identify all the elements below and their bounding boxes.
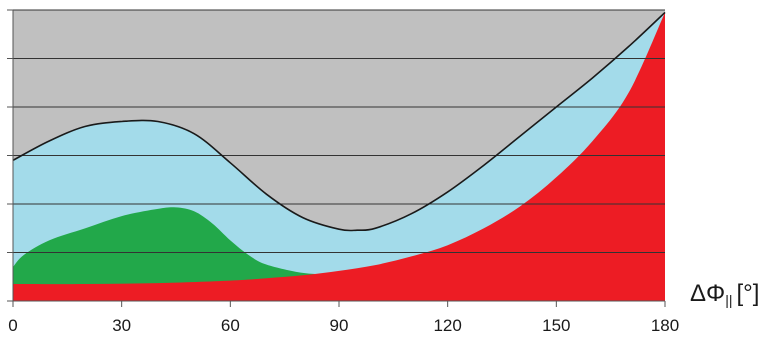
x-axis-label-unit: [°] [736, 280, 759, 307]
x-ticks [12, 301, 666, 307]
area-band-green [13, 207, 332, 301]
x-tick-label: 180 [651, 316, 679, 335]
x-tick-label: 30 [112, 316, 131, 335]
boundary-line [12, 11, 666, 232]
x-tick-labels: 0 30 60 90 120 150 180 [8, 316, 679, 335]
x-tick-label: 90 [330, 316, 349, 335]
y-ticks [7, 9, 13, 302]
x-axis-label-sub: || [725, 292, 732, 308]
x-axis-label-main: ΔΦ [690, 280, 725, 307]
x-tick-label: 150 [542, 316, 570, 335]
x-tick-label: 0 [8, 316, 17, 335]
x-axis-label: ΔΦ|| [°] [690, 280, 759, 308]
x-tick-label: 120 [433, 316, 461, 335]
area-bands [13, 12, 665, 302]
x-tick-label: 60 [221, 316, 240, 335]
area-band-red [13, 12, 665, 302]
